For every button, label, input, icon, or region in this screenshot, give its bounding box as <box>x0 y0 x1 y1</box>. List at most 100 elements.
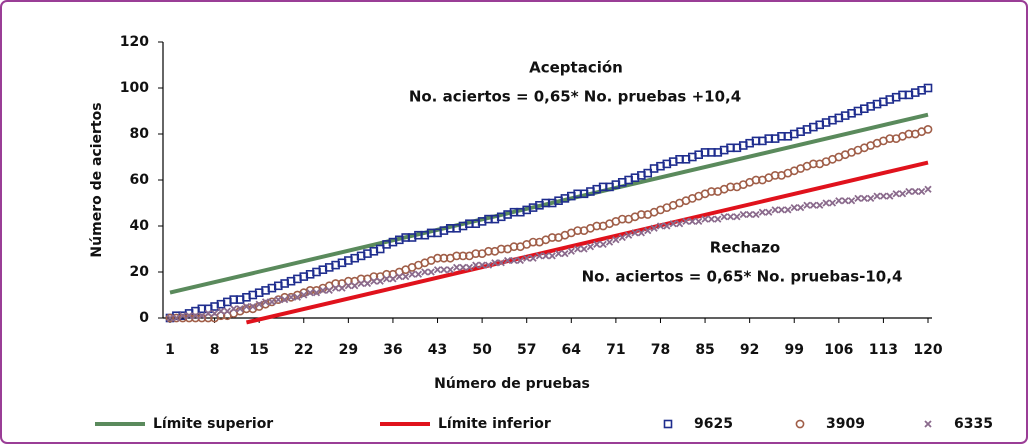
marker-cross <box>465 263 474 272</box>
marker-cross <box>835 197 843 205</box>
y-tick-label: 80 <box>130 126 150 142</box>
marker-cross <box>637 229 645 237</box>
marker-circle <box>751 175 761 185</box>
x-tick-label: 113 <box>869 342 898 358</box>
marker-circle <box>496 244 506 254</box>
marker-circle <box>458 251 468 261</box>
marker-cross <box>701 215 709 223</box>
x-tick-label: 120 <box>913 342 942 358</box>
marker-cross <box>771 206 779 214</box>
x-tick-label: 43 <box>428 342 447 358</box>
marker-circle <box>433 253 442 263</box>
x-tick-label: 22 <box>294 342 313 358</box>
marker-cross <box>389 275 397 283</box>
marker-cross <box>523 254 531 262</box>
x-tick-label: 1 <box>165 342 175 358</box>
y-tick-label: 20 <box>130 264 150 280</box>
marker-cross <box>185 312 193 320</box>
marker-cross <box>867 194 875 203</box>
marker-cross <box>809 201 817 209</box>
marker-cross <box>714 215 722 223</box>
y-tick-label: 60 <box>130 172 150 188</box>
marker-cross <box>554 249 563 258</box>
marker-square <box>923 83 933 93</box>
x-tick-label: 99 <box>784 342 803 358</box>
marker-cross <box>312 289 321 297</box>
marker-circle <box>770 170 780 180</box>
marker-cross <box>287 293 295 301</box>
marker-cross <box>631 229 639 237</box>
marker-cross <box>484 261 493 269</box>
x-tick-label: 92 <box>740 342 759 358</box>
marker-square <box>375 244 385 254</box>
marker-cross <box>905 187 913 196</box>
marker-cross <box>841 197 849 205</box>
marker-cross <box>542 252 550 260</box>
annotation: Aceptación <box>529 59 623 77</box>
marker-cross <box>230 305 238 313</box>
marker-cross <box>854 194 862 203</box>
x-tick-label: 57 <box>517 342 536 358</box>
marker-cross <box>319 286 327 295</box>
x-axis-title: Número de pruebas <box>434 376 590 392</box>
marker-cross <box>669 220 677 228</box>
marker-square <box>643 168 653 178</box>
marker-cross <box>720 213 728 221</box>
marker-circle <box>509 242 519 252</box>
legend-label: Límite inferior <box>438 416 551 432</box>
marker-cross <box>478 261 486 269</box>
marker-cross <box>210 309 219 318</box>
marker-cross <box>892 190 900 198</box>
marker-circle <box>471 249 481 258</box>
marker-cross <box>816 201 824 209</box>
marker-cross <box>408 270 416 278</box>
marker-cross <box>261 298 270 306</box>
marker-circle <box>885 134 895 143</box>
x-tick-label: 78 <box>651 342 670 358</box>
marker-cross <box>223 307 231 315</box>
marker-circle <box>726 182 735 192</box>
marker-cross <box>306 289 314 297</box>
legend-label: 3909 <box>826 416 865 432</box>
series-line <box>245 160 929 325</box>
marker-cross <box>612 236 620 244</box>
marker-cross <box>624 231 633 239</box>
marker-circle <box>707 187 716 196</box>
marker-cross <box>268 298 276 306</box>
x-tick-label: 106 <box>824 342 853 358</box>
annotation: No. aciertos = 0,65* No. pruebas +10,4 <box>409 88 741 106</box>
marker-cross <box>300 291 308 299</box>
marker-cross <box>548 252 556 260</box>
marker-cross <box>440 266 448 274</box>
marker-cross <box>172 314 181 322</box>
marker-cross <box>879 192 888 200</box>
x-tick-label: 36 <box>383 342 402 358</box>
marker-cross <box>586 243 595 251</box>
marker-cross <box>644 226 652 235</box>
marker-cross <box>503 256 512 265</box>
marker-cross <box>242 302 251 311</box>
marker-circle <box>592 221 602 231</box>
marker-cross <box>561 249 569 258</box>
marker-cross <box>325 286 333 295</box>
marker-cross <box>886 192 894 200</box>
marker-cross <box>433 266 442 274</box>
marker-cross <box>695 217 703 226</box>
marker-cross <box>917 187 926 196</box>
x-tick-label: 15 <box>249 342 268 358</box>
marker-circle <box>904 129 914 139</box>
marker-cross <box>363 279 372 288</box>
legend-marker <box>663 419 673 429</box>
marker-circle <box>547 233 557 242</box>
marker-cross <box>873 192 881 200</box>
legend-marker <box>795 419 805 429</box>
marker-cross <box>281 295 289 304</box>
marker-cross <box>593 240 601 249</box>
marker-cross <box>357 279 365 288</box>
marker-circle <box>452 251 462 261</box>
x-tick-label: 64 <box>562 342 582 358</box>
marker-cross <box>860 194 868 203</box>
marker-cross <box>803 201 811 209</box>
y-tick-label: 40 <box>130 218 150 234</box>
